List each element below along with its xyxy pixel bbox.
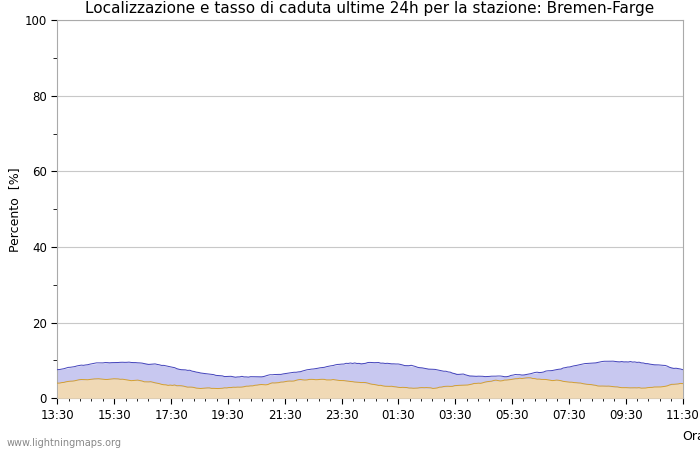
Text: Orario: Orario (682, 430, 700, 443)
Text: www.lightningmaps.org: www.lightningmaps.org (7, 438, 122, 448)
Y-axis label: Percento  [%]: Percento [%] (8, 167, 20, 252)
Title: Localizzazione e tasso di caduta ultime 24h per la stazione: Bremen-Farge: Localizzazione e tasso di caduta ultime … (85, 1, 654, 16)
